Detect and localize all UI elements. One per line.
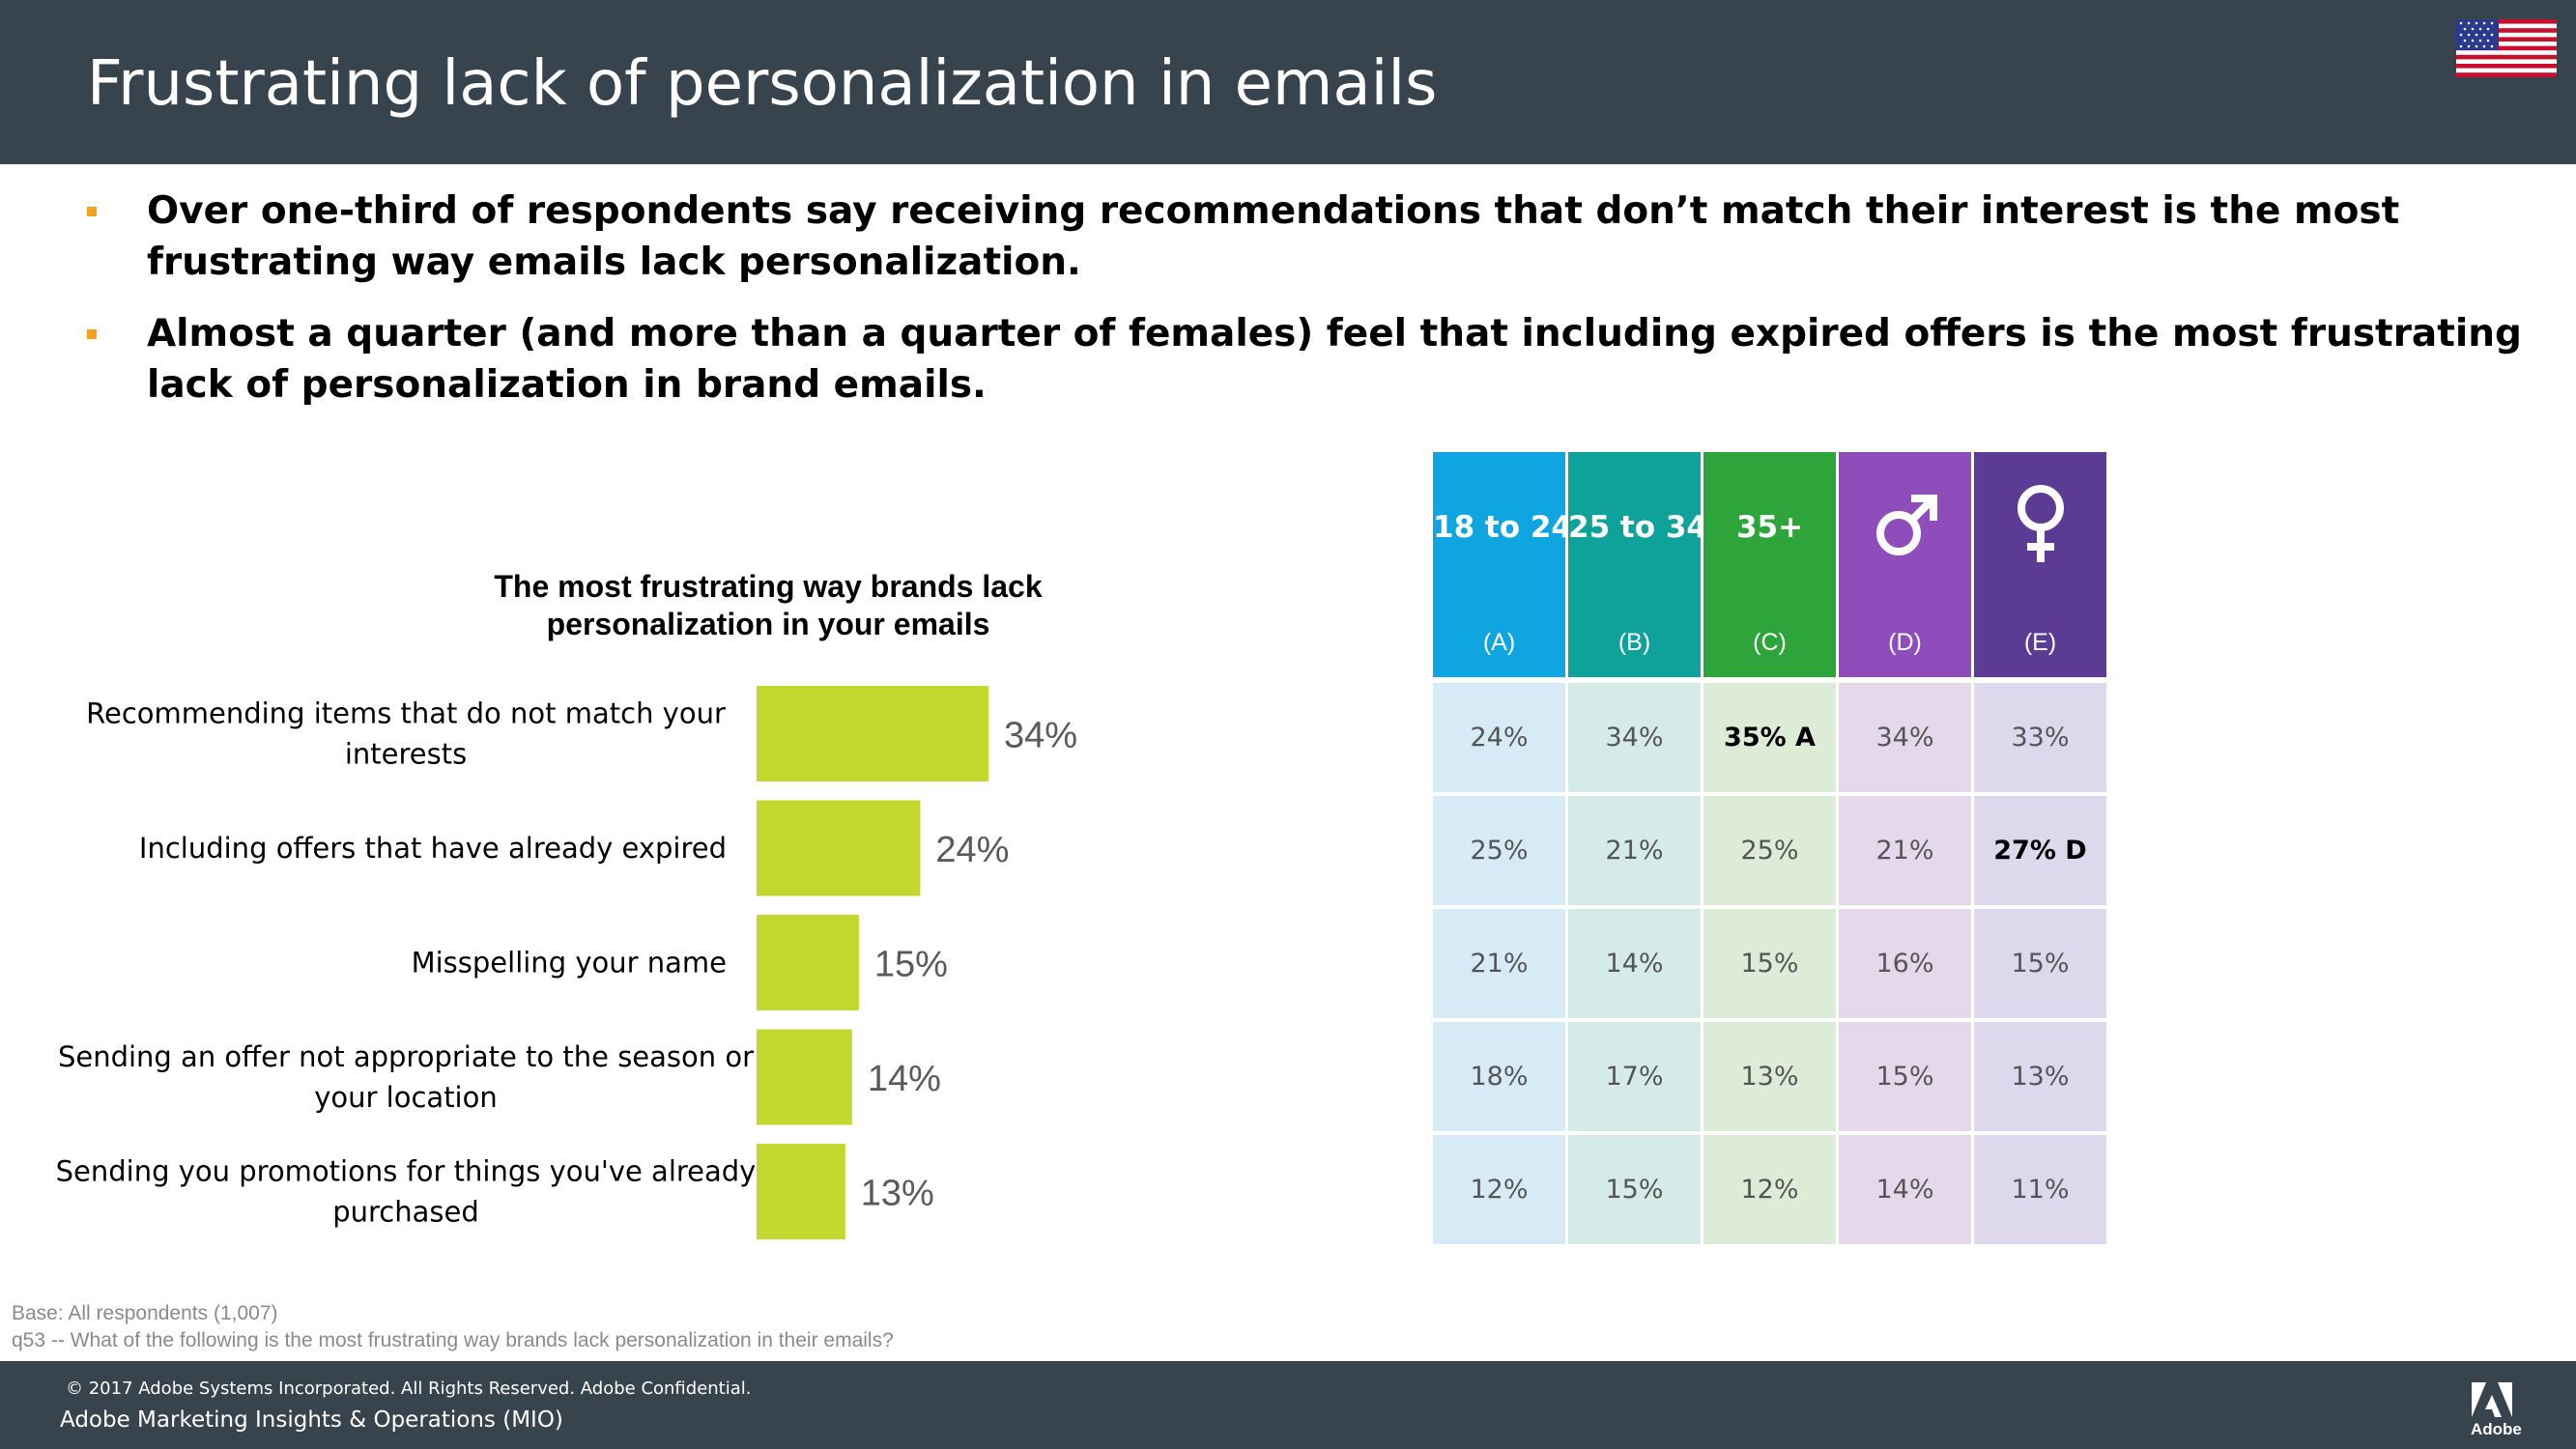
female-symbol-icon [2002, 479, 2079, 566]
us-flag-icon [2456, 19, 2557, 77]
column-header-code: (E) [2023, 629, 2057, 656]
table-cell: 12% [1433, 1135, 1565, 1244]
question-note: q53 -- What of the following is the most… [12, 1329, 894, 1351]
table-cell: 21% [1839, 796, 1971, 905]
table-cell: 15% [1974, 909, 2106, 1018]
bar-5 [757, 1144, 845, 1239]
finding-text: Almost a quarter (and more than a quarte… [147, 312, 2522, 407]
column-header-code: (B) [1617, 629, 1651, 656]
department-text: Adobe Marketing Insights & Operations (M… [60, 1407, 563, 1433]
category-label: Recommending items that do not match you… [86, 697, 726, 771]
bar-3 [757, 915, 859, 1010]
column-header-label: 25 to 34 [1568, 510, 1707, 545]
table-cell: 24% [1433, 683, 1565, 792]
table-cell: 25% [1703, 796, 1836, 905]
bar-value-label: 15% [874, 945, 948, 985]
table-cell: 14% [1839, 1135, 1971, 1244]
table-cell: 13% [1703, 1022, 1836, 1131]
category-label: Misspelling your name [412, 947, 727, 980]
column-header-label: 35+ [1735, 510, 1804, 545]
table-cell: 34% [1568, 683, 1701, 792]
table-cell: 35% A [1703, 683, 1836, 792]
bar-4 [757, 1029, 852, 1125]
column-header: 35+ (C) [1703, 452, 1836, 677]
bar-value-label: 14% [868, 1059, 941, 1099]
table-cell: 21% [1568, 796, 1701, 905]
male-symbol-icon [1867, 479, 1944, 566]
bar-1 [757, 686, 988, 781]
category-label: Sending an offer not appropriate to the … [58, 1040, 754, 1114]
table-cell: 17% [1568, 1022, 1701, 1131]
column-header-code: (D) [1888, 629, 1922, 656]
adobe-logo-icon [2472, 1382, 2512, 1417]
bullet-square-icon [87, 329, 97, 339]
category-label: Including offers that have already expir… [139, 832, 727, 865]
column-header: 25 to 34 (B) [1568, 452, 1707, 677]
table-cell: 18% [1433, 1022, 1565, 1131]
column-header-code: (C) [1753, 629, 1787, 656]
chart-title: The most frustrating way brands lack per… [494, 569, 1043, 641]
adobe-logo-text: Adobe [2471, 1420, 2522, 1438]
bar-value-label: 24% [935, 830, 1009, 870]
column-header: 18 to 24 (A) [1433, 452, 1572, 677]
table-cell: 15% [1839, 1022, 1971, 1131]
bar-value-label: 34% [1004, 716, 1077, 756]
table-cell: 15% [1703, 909, 1836, 1018]
finding-text: Over one-third of respondents say receiv… [147, 189, 2400, 284]
base-note: Base: All respondents (1,007) [12, 1302, 278, 1324]
table-cell: 16% [1839, 909, 1971, 1018]
table-cell: 27% D [1974, 796, 2106, 905]
column-header: (E) [1974, 452, 2106, 677]
table-cell: 11% [1974, 1135, 2106, 1244]
table-cell: 12% [1703, 1135, 1836, 1244]
table-cell: 15% [1568, 1135, 1701, 1244]
table-cell: 21% [1433, 909, 1565, 1018]
column-header: (D) [1839, 452, 1971, 677]
table-cell: 33% [1974, 683, 2106, 792]
finding-bullet: Almost a quarter (and more than a quarte… [87, 308, 2522, 411]
page-title: Frustrating lack of personalization in e… [87, 48, 1438, 120]
finding-bullet: Over one-third of respondents say receiv… [87, 185, 2522, 288]
header-bar: Frustrating lack of personalization in e… [0, 0, 2576, 164]
table-cell: 13% [1974, 1022, 2106, 1131]
table-cell: 14% [1568, 909, 1701, 1018]
key-findings: Over one-third of respondents say receiv… [87, 185, 2522, 431]
table-cell: 34% [1839, 683, 1971, 792]
table-cell: 25% [1433, 796, 1565, 905]
bullet-square-icon [87, 207, 97, 216]
column-header-label: 18 to 24 [1433, 510, 1572, 545]
bar-2 [757, 800, 921, 896]
column-header-code: (A) [1482, 629, 1516, 656]
footer-bar: © 2017 Adobe Systems Incorporated. All R… [0, 1361, 2576, 1449]
copyright-text: © 2017 Adobe Systems Incorporated. All R… [66, 1378, 752, 1399]
category-label: Sending you promotions for things you've… [56, 1155, 757, 1229]
bar-value-label: 13% [861, 1174, 934, 1214]
